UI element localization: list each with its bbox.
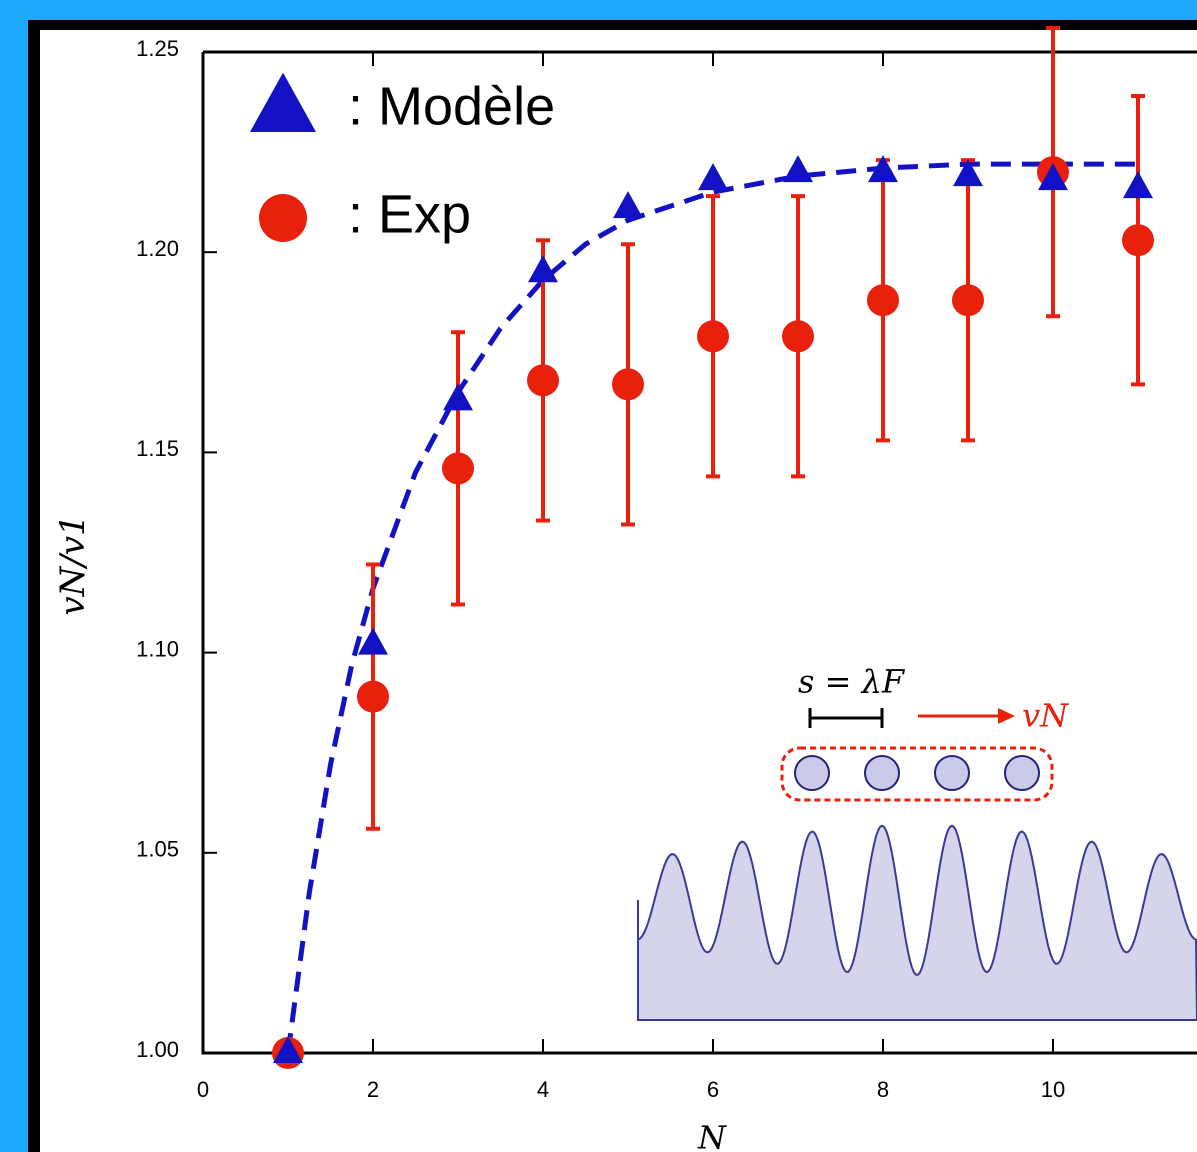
circle-marker [867,284,899,317]
y-tick-label: 1.25 [136,36,179,61]
circle-marker [782,320,814,353]
y-tick-label: 1.15 [136,436,179,461]
triangle-marker [358,627,388,655]
circle-marker [357,680,389,713]
triangle-marker [249,72,316,132]
spacing-label: s = λF [798,663,906,701]
arrowhead [998,708,1015,724]
circle-marker [1122,224,1154,257]
drop [864,755,900,791]
inset: s = λF vN [637,663,1197,1021]
velocity-label: vN [1022,697,1069,735]
x-tick-label: 8 [877,1077,889,1102]
y-axis-label: vN/v1 [53,514,93,615]
x-tick-label: 0 [197,1077,209,1102]
y-tick-label: 1.20 [136,236,179,261]
x-tick-label: 6 [707,1077,719,1102]
y-tick-label: 1.05 [136,837,179,862]
circle-marker [612,368,644,401]
fit-curve [285,161,1138,1054]
circle-marker [442,452,474,485]
circle-marker [259,194,307,242]
triangle-marker [528,255,558,283]
triangle-marker [613,191,643,219]
triangle-marker [1123,171,1153,199]
y-tick-label: 1.00 [136,1037,179,1062]
wave [637,824,1197,1021]
y-tick-label: 1.10 [136,636,179,661]
triangle-marker [1038,163,1068,191]
x-tick-label: 4 [537,1077,549,1102]
spacing-bracket [808,708,884,728]
drop [794,755,830,791]
triangle-marker [868,155,898,183]
x-tick-label: 2 [367,1077,379,1102]
triangle-marker [953,159,983,187]
triangle-marker [273,1036,303,1063]
x-axis-label: N [697,1119,727,1152]
triangle-marker [443,383,473,411]
triangle-marker [783,155,813,183]
circle-marker [697,320,729,353]
legend-label: : Exp [348,184,471,244]
axes: 0 2 4 6 8 10 1.00 1.05 1.10 1.15 1.20 1.25 [136,36,1197,1102]
circle-marker [527,364,559,397]
legend-label: : Modèle [348,76,555,136]
triangle-marker [698,163,728,191]
drop [1004,755,1040,791]
group-outline [780,746,1054,802]
drop [934,755,970,791]
x-tick-label: 10 [1041,1077,1065,1102]
circle-marker [952,284,984,317]
